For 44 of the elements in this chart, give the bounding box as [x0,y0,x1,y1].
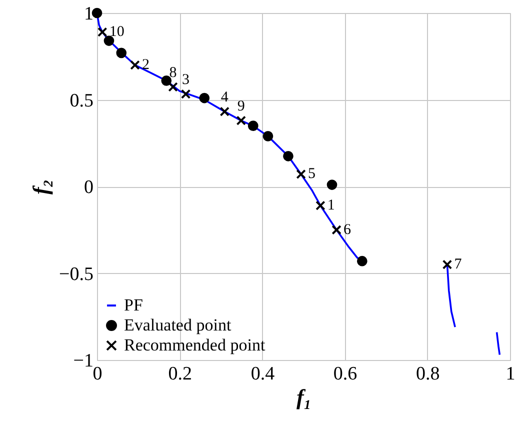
annotation: 6 [344,222,352,238]
y-tick-label: 1 [84,4,94,24]
x-axis-title: f₁ [296,384,312,410]
point [248,120,258,131]
annotation: 5 [308,166,316,182]
y-tick-label: 0 [84,177,94,198]
annotation: 9 [237,98,245,115]
point [326,180,338,190]
point [92,8,102,18]
annotation: 8 [169,64,177,81]
annotation: 3 [182,72,190,88]
point [283,150,294,162]
x-tick-label: 0.4 [250,364,276,384]
point [116,48,127,58]
point [236,116,246,126]
annotation: 2 [142,57,150,74]
legend-label: Recommended point [124,336,266,354]
y-tick-label: 0.5 [70,90,94,112]
point [180,89,191,99]
y-tick-label: −1 [73,350,94,372]
annotation: 7 [454,256,462,273]
point [442,260,452,270]
point [356,256,368,266]
point [262,131,274,142]
point [316,200,326,210]
point [296,169,306,180]
point [332,225,342,235]
legend-label: Evaluated point [124,316,232,334]
x-tick-label: 0.2 [168,364,192,384]
annotation: 1 [327,198,335,214]
annotation: 4 [220,90,229,106]
point [104,36,114,46]
y-axis-title: f₂ [28,180,54,194]
x-tick-label: 0.6 [333,364,358,384]
point [220,106,230,116]
y-tick-label: −0.5 [59,264,94,285]
x-tick-label: 1 [506,364,516,384]
annotation: 10 [109,24,124,40]
point [130,60,140,70]
point [97,27,108,37]
legend-label: PF [124,296,143,314]
point [199,92,210,104]
point [168,82,178,92]
x-tick-label: 0.8 [416,364,440,384]
